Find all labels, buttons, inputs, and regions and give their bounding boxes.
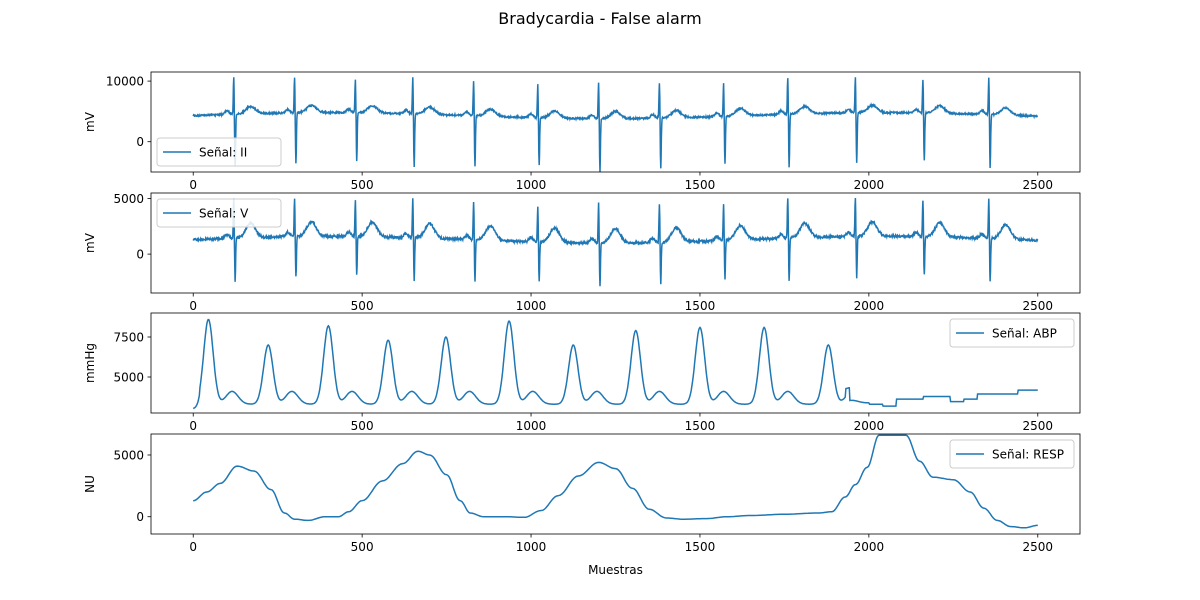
y-axis-label-3: mmHg <box>83 343 97 383</box>
x-tick-label-4-4: 2000 <box>854 540 885 554</box>
subplot-3: 0 500 1000 1500 2000 2500 5000 7500 mmHg Señal: A… <box>83 312 1081 433</box>
y-axis-label-4: NU <box>83 475 97 493</box>
x-tick-label-2-0: 0 <box>189 299 197 313</box>
legend-box-1 <box>156 137 282 167</box>
figure-title: Bradycardia - False alarm <box>498 9 702 28</box>
x-tick-label-4-3: 1500 <box>685 540 716 554</box>
axes-frame-2 <box>150 192 1081 294</box>
legend-box-3 <box>949 318 1075 348</box>
subplot-2: 0 500 1000 1500 2000 2500 0 5000 mV Señal: V <box>83 192 1081 313</box>
x-tick-label-3-5: 2500 <box>1022 419 1053 433</box>
x-tick-label-2-3: 1500 <box>685 299 716 313</box>
subplot-4: 0 500 1000 1500 2000 2500 0 5000 NU Muestras Señal… <box>83 433 1081 577</box>
x-tick-label-2-1: 500 <box>351 299 374 313</box>
axes-frame-4 <box>150 433 1081 535</box>
y-axis-label-1: mV <box>83 111 97 132</box>
legend-4: Señal: RESP <box>949 439 1075 469</box>
axes-frame-3 <box>150 312 1081 414</box>
y-tick-label-2-0: 0 <box>136 248 144 262</box>
x-tick-label-3-4: 2000 <box>854 419 885 433</box>
series-line-2-1 <box>192 197 1039 287</box>
x-tick-label-1-1: 500 <box>351 178 374 192</box>
legend-2: Señal: V <box>156 198 282 228</box>
legend-label-2: Señal: V <box>199 207 249 221</box>
x-tick-label-2-4: 2000 <box>854 299 885 313</box>
x-tick-label-1-2: 1000 <box>516 178 547 192</box>
x-tick-label-2-5: 2500 <box>1022 299 1053 313</box>
x-tick-label-3-3: 1500 <box>685 419 716 433</box>
x-tick-label-1-5: 2500 <box>1022 178 1053 192</box>
y-tick-label-1-0: 0 <box>136 135 144 149</box>
legend-3: Señal: ABP <box>949 318 1075 348</box>
y-tick-label-4-0: 0 <box>136 510 144 524</box>
x-tick-label-3-1: 500 <box>351 419 374 433</box>
legend-label-3: Señal: ABP <box>992 327 1057 341</box>
x-tick-label-2-2: 1000 <box>516 299 547 313</box>
x-tick-label-4-0: 0 <box>189 540 197 554</box>
legend-label-4: Señal: RESP <box>992 448 1064 462</box>
legend-label-1: Señal: II <box>199 146 247 160</box>
legend-1: Señal: II <box>156 137 282 167</box>
legend-box-4 <box>949 439 1075 469</box>
x-axis-label: Muestras <box>588 563 643 577</box>
x-tick-label-1-3: 1500 <box>685 178 716 192</box>
x-tick-label-4-1: 500 <box>351 540 374 554</box>
series-line-4-1 <box>193 434 1038 529</box>
y-tick-label-2-1: 5000 <box>113 192 144 206</box>
y-tick-label-4-1: 5000 <box>113 448 144 462</box>
x-tick-label-1-4: 2000 <box>854 178 885 192</box>
axes-frame-1 <box>150 71 1081 173</box>
x-tick-label-1-0: 0 <box>189 178 197 192</box>
x-tick-label-3-0: 0 <box>189 419 197 433</box>
series-line-3-1 <box>192 318 1038 410</box>
y-tick-label-3-0: 5000 <box>113 371 144 385</box>
subplot-1: 0 500 1000 1500 2000 2500 0 10000 mV Señal: II <box>83 71 1081 192</box>
series-line-1-1 <box>192 77 1038 172</box>
x-tick-label-4-5: 2500 <box>1022 540 1053 554</box>
x-tick-label-4-2: 1000 <box>516 540 547 554</box>
legend-box-2 <box>156 198 282 228</box>
y-axis-label-2: mV <box>83 232 97 253</box>
y-tick-label-1-1: 10000 <box>106 75 144 89</box>
y-tick-label-3-1: 7500 <box>113 331 144 345</box>
x-tick-label-3-2: 1000 <box>516 419 547 433</box>
